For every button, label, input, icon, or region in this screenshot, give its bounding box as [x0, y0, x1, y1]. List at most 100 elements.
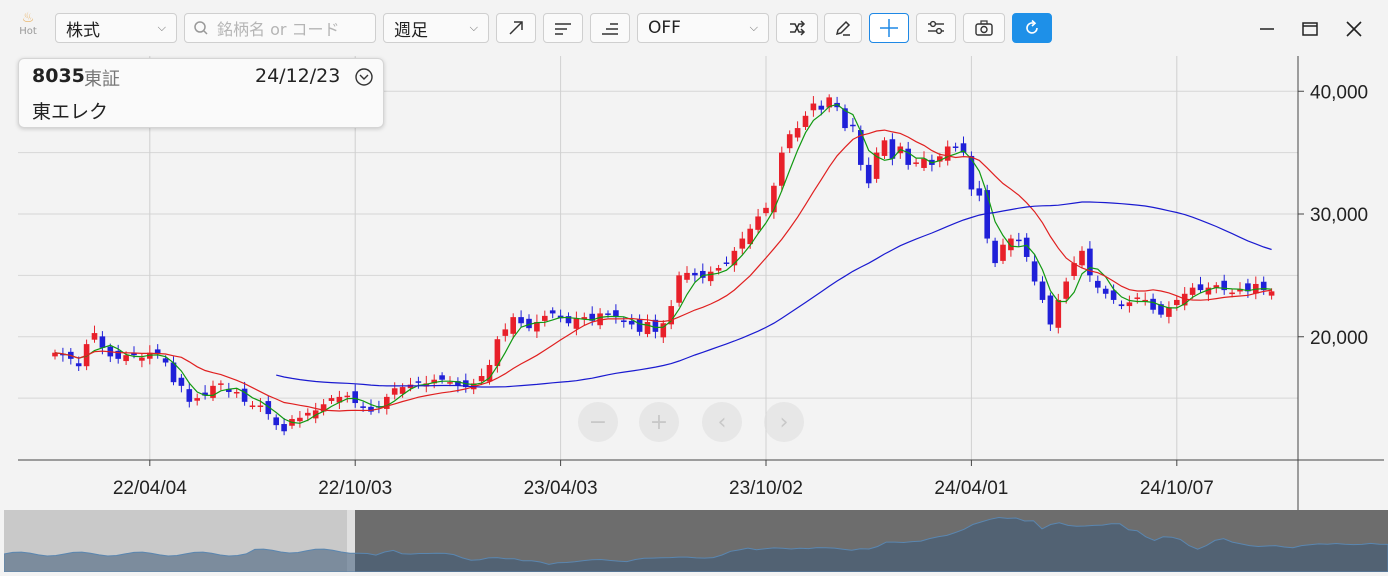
candle-body [1102, 288, 1109, 294]
moving-averages [54, 103, 1272, 424]
candle-body [573, 318, 580, 329]
x-tick-label: 22/10/03 [318, 478, 392, 499]
candle-body [786, 134, 793, 149]
stock-name: 東エレク [32, 101, 109, 123]
candle-body [423, 383, 430, 387]
stock-code: 8035 [32, 65, 85, 87]
candle-body [281, 424, 287, 432]
candle-body [1205, 287, 1212, 295]
candle-body [1260, 281, 1267, 291]
indicator-select[interactable]: OFF ⌵ [637, 13, 769, 43]
hot-button[interactable]: ♨ Hot [14, 10, 42, 37]
candle-body [881, 140, 888, 156]
ma-short-line [54, 103, 1272, 424]
minimap-navigator[interactable] [3, 510, 1388, 573]
candle-body [865, 164, 872, 184]
candle-body [210, 385, 216, 398]
period-select[interactable]: 週足 ⌵ [383, 13, 489, 43]
candle-body [1110, 290, 1117, 300]
candle-body [1158, 304, 1164, 315]
chevron-down-icon: ⌵ [749, 21, 758, 34]
candle-body [826, 97, 832, 108]
candle-body [621, 320, 627, 323]
chevron-circle-icon[interactable] [354, 67, 374, 87]
candle-body [636, 318, 643, 332]
candle-body [1150, 298, 1156, 310]
candle-body [952, 146, 959, 148]
pencil-icon [835, 20, 851, 36]
plus-icon: + [649, 409, 669, 435]
stock-info-card: 8035 東証 24/12/23 東エレク [18, 58, 384, 128]
scroll-left-button[interactable]: ‹ [702, 402, 742, 442]
candle-body [605, 313, 611, 315]
candle-body [581, 317, 588, 320]
x-tick-label: 23/04/03 [524, 478, 598, 499]
refresh-icon [1026, 19, 1038, 34]
market-select[interactable]: 株式 ⌵ [55, 13, 177, 43]
candle-body [763, 207, 769, 214]
refresh-button[interactable] [1012, 13, 1052, 43]
candle-body [486, 364, 493, 382]
candle-body [1063, 281, 1069, 299]
candle-body [123, 355, 129, 362]
y-tick-label: 40,000 [1310, 82, 1368, 103]
candle-body [360, 406, 366, 408]
candle-body [447, 382, 453, 384]
hot-label: Hot [19, 26, 37, 37]
candles [52, 94, 1275, 436]
search-input[interactable]: 銘柄名 or コード [184, 13, 376, 43]
minimize-button[interactable] [1252, 14, 1282, 44]
x-tick-label: 23/10/02 [729, 478, 803, 499]
candle-body [944, 146, 951, 161]
candle-body [644, 322, 651, 335]
candle-body [960, 143, 967, 153]
candle-body [668, 306, 674, 325]
candle-body [889, 139, 896, 159]
chevron-left-icon: ‹ [717, 409, 727, 435]
align-right-button[interactable] [590, 13, 630, 43]
minus-icon: − [588, 409, 608, 435]
trend-line-button[interactable] [496, 13, 536, 43]
candle-body [937, 156, 943, 162]
candle-body [1134, 297, 1141, 299]
align-left-button[interactable] [543, 13, 583, 43]
candle-body [802, 115, 809, 127]
maximize-button[interactable] [1295, 14, 1325, 44]
candle-body [162, 358, 169, 363]
arrow-up-right-icon [509, 21, 523, 35]
draw-button[interactable] [824, 13, 862, 43]
candle-body [921, 158, 927, 168]
candle-body [1213, 285, 1220, 288]
candle-body [233, 391, 240, 394]
flame-icon: ♨ [21, 10, 35, 26]
screenshot-button[interactable] [963, 13, 1005, 43]
candle-body [526, 318, 532, 329]
candle-body [518, 317, 524, 324]
candle-body [1031, 261, 1038, 282]
scroll-right-button[interactable]: › [764, 402, 804, 442]
minimap-handle[interactable] [347, 510, 355, 572]
candle-body [391, 388, 398, 395]
candle-body [1047, 295, 1054, 325]
candle-body [1126, 302, 1133, 307]
zoom-out-button[interactable]: − [578, 402, 618, 442]
y-tick-label: 20,000 [1310, 328, 1368, 349]
x-tick-label: 24/04/01 [934, 478, 1008, 499]
candle-body [60, 353, 66, 356]
candle-body [1237, 288, 1243, 292]
zoom-in-button[interactable]: + [639, 402, 679, 442]
align-left-icon [555, 23, 571, 35]
shuffle-button[interactable] [776, 13, 818, 43]
indicator-select-value: OFF [648, 18, 681, 38]
sliders-icon [928, 20, 944, 35]
minimap-area [3, 516, 1388, 573]
candle-body [1189, 287, 1196, 295]
crosshair-button[interactable] [869, 13, 909, 43]
candle-body [1166, 307, 1172, 317]
chevron-right-icon: › [779, 409, 789, 435]
candle-body [439, 375, 445, 380]
close-button[interactable] [1339, 14, 1369, 44]
candle-body [194, 398, 200, 401]
candle-body [613, 310, 619, 318]
settings-button[interactable] [916, 13, 956, 43]
